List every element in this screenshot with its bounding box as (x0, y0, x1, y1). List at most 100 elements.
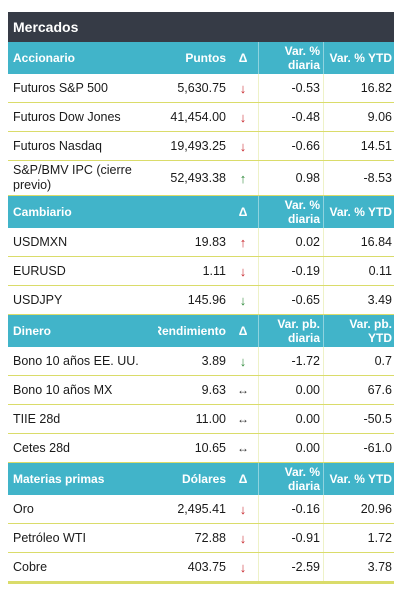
table-row: EURUSD 1.11 ↓ -0.19 0.11 (8, 257, 394, 286)
daily-change: -0.65 (258, 286, 323, 314)
table-row: USDMXN 19.83 ↑ 0.02 16.84 (8, 228, 394, 257)
column-header-delta: Δ (238, 324, 248, 338)
change-arrow-cell: ↓ (228, 347, 258, 375)
table-row: Futuros S&P 500 5,630.75 ↓ -0.53 16.82 (8, 74, 394, 103)
instrument-name: Futuros Nasdaq (13, 138, 102, 153)
column-header-value: Dólares (181, 472, 226, 486)
column-header-daily-change: Var. pb. diaria (258, 315, 323, 347)
daily-change: -2.59 (258, 553, 323, 581)
instrument-value: 10.65 (194, 441, 226, 455)
ytd-change: 0.11 (323, 257, 394, 285)
table-row: S&P/BMV IPC (cierre previo) 52,493.38 ↑ 0.9… (8, 161, 394, 196)
up-arrow-icon: ↑ (239, 170, 247, 186)
instrument-name: Oro (13, 501, 34, 516)
change-arrow-cell: ↔ (228, 434, 258, 462)
change-arrow-cell: ↔ (228, 376, 258, 404)
instrument-name: EURUSD (13, 263, 66, 278)
down-arrow-icon: ↓ (239, 353, 247, 369)
instrument-value: 1.11 (202, 264, 226, 278)
instrument-name: USDJPY (13, 292, 63, 307)
instrument-name: S&P/BMV IPC (cierre previo) (13, 163, 132, 192)
horizontal-arrow-icon: ↔ (237, 412, 249, 426)
instrument-name: Cetes 28d (13, 440, 70, 455)
ytd-change: 3.78 (323, 553, 394, 581)
change-arrow-cell: ↓ (228, 257, 258, 285)
ytd-change: 9.06 (323, 103, 394, 131)
column-header-value (158, 196, 228, 228)
table-body: Accionario Puntos Δ Var. % diaria Var. % YTD… (8, 42, 394, 582)
instrument-value: 19,493.25 (170, 139, 226, 153)
ytd-change: 14.51 (323, 132, 394, 160)
daily-change: 0.02 (258, 228, 323, 256)
daily-change: -1.72 (258, 347, 323, 375)
column-header-value: Rendimiento (158, 324, 226, 338)
change-arrow-cell: ↓ (228, 74, 258, 102)
column-header-daily-change: Var. % diaria (258, 196, 323, 228)
instrument-name: Futuros S&P 500 (13, 80, 108, 95)
daily-change: -0.19 (258, 257, 323, 285)
instrument-name: Futuros Dow Jones (13, 109, 121, 124)
instrument-value: 9.63 (201, 383, 226, 397)
change-arrow-cell: ↑ (228, 161, 258, 195)
instrument-value: 403.75 (187, 560, 226, 574)
section-name: Accionario (13, 51, 76, 65)
instrument-value: 72.88 (194, 531, 226, 545)
ytd-change: 20.96 (323, 495, 394, 523)
section-name: Dinero (13, 324, 52, 338)
instrument-value: 11.00 (195, 412, 226, 426)
daily-change: -0.66 (258, 132, 323, 160)
table-row: Bono 10 años MX 9.63 ↔ 0.00 67.6 (8, 376, 394, 405)
section-header-cambiario: Cambiario Δ Var. % diaria Var. % YTD (8, 196, 394, 228)
daily-change: -0.16 (258, 495, 323, 523)
instrument-value: 145.96 (187, 293, 226, 307)
table-bottom-border (8, 582, 394, 584)
instrument-name: Petróleo WTI (13, 530, 86, 545)
column-header-ytd-change: Var. % YTD (323, 196, 394, 228)
column-header-value: Puntos (185, 51, 226, 65)
instrument-value: 3.89 (201, 354, 226, 368)
daily-change: -0.91 (258, 524, 323, 552)
daily-change: 0.98 (258, 161, 323, 195)
down-arrow-icon: ↓ (239, 292, 247, 308)
daily-change: -0.53 (258, 74, 323, 102)
daily-change: 0.00 (258, 405, 323, 433)
ytd-change: 3.49 (323, 286, 394, 314)
section-name: Cambiario (13, 205, 72, 219)
section-header-materias-primas: Materias primas Dólares Δ Var. % diaria Var.… (8, 463, 394, 495)
table-row: Cobre 403.75 ↓ -2.59 3.78 (8, 553, 394, 582)
column-header-daily-change: Var. % diaria (258, 463, 323, 495)
section-header-dinero: Dinero Rendimiento Δ Var. pb. diaria Var. pb… (8, 315, 394, 347)
horizontal-arrow-icon: ↔ (237, 441, 249, 455)
section-header-accionario: Accionario Puntos Δ Var. % diaria Var. % YTD (8, 42, 394, 74)
column-header-delta: Δ (238, 205, 248, 219)
ytd-change: 16.82 (323, 74, 394, 102)
instrument-name: Cobre (13, 559, 48, 574)
instrument-value: 52,493.38 (170, 171, 226, 185)
table-row: TIIE 28d 11.00 ↔ 0.00 -50.5 (8, 405, 394, 434)
instrument-value: 2,495.41 (177, 502, 226, 516)
ytd-change: 16.84 (323, 228, 394, 256)
table-row: Petróleo WTI 72.88 ↓ -0.91 1.72 (8, 524, 394, 553)
up-arrow-icon: ↑ (239, 234, 247, 250)
table-row: Cetes 28d 10.65 ↔ 0.00 -61.0 (8, 434, 394, 463)
column-header-daily-change: Var. % diaria (258, 42, 323, 74)
down-arrow-icon: ↓ (239, 109, 247, 125)
table-row: Bono 10 años EE. UU. 3.89 ↓ -1.72 0.7 (8, 347, 394, 376)
change-arrow-cell: ↓ (228, 132, 258, 160)
instrument-value: 41,454.00 (170, 110, 226, 124)
instrument-value: 5,630.75 (177, 81, 226, 95)
change-arrow-cell: ↔ (228, 405, 258, 433)
change-arrow-cell: ↓ (228, 103, 258, 131)
daily-change: -0.48 (258, 103, 323, 131)
change-arrow-cell: ↓ (228, 553, 258, 581)
down-arrow-icon: ↓ (239, 501, 247, 517)
daily-change: 0.00 (258, 434, 323, 462)
instrument-name: TIIE 28d (13, 411, 61, 426)
column-header-ytd-change: Var. pb. YTD (323, 315, 394, 347)
change-arrow-cell: ↓ (228, 286, 258, 314)
column-header-ytd-change: Var. % YTD (323, 42, 394, 74)
down-arrow-icon: ↓ (239, 80, 247, 96)
column-header-delta: Δ (238, 51, 248, 65)
down-arrow-icon: ↓ (239, 263, 247, 279)
ytd-change: 0.7 (323, 347, 394, 375)
